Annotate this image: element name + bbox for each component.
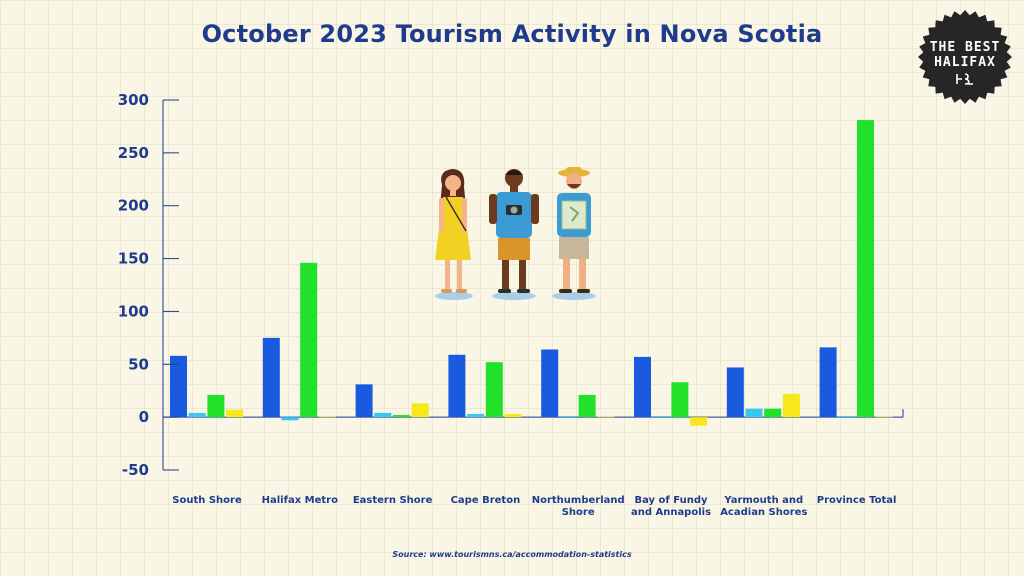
logo-badge[interactable]: THE BEST HALIFAX	[916, 8, 1014, 106]
bar	[634, 356, 651, 418]
source-note: Source: www.tourismns.ca/accommodation-s…	[392, 550, 632, 559]
bar	[578, 394, 596, 418]
logo-line-2: HALIFAX	[934, 55, 996, 70]
traveler-photographer-icon	[489, 169, 539, 300]
y-tick-label: 150	[118, 250, 149, 268]
bar	[207, 394, 225, 418]
bar	[411, 403, 429, 418]
logo-badge-shape	[918, 10, 1012, 104]
chart-y-ticks: -50 0 50 100 150 200 250 300	[118, 91, 179, 479]
x-category-label: Yarmouth and	[723, 495, 803, 506]
bar	[838, 416, 856, 418]
bar	[652, 416, 670, 418]
bar	[281, 417, 299, 421]
bar	[448, 354, 466, 418]
y-tick-label: 300	[118, 91, 149, 109]
bar	[300, 262, 318, 418]
bar	[188, 412, 206, 418]
x-category-label: Shore	[562, 507, 595, 518]
y-tick-label: 0	[139, 408, 149, 426]
bar	[485, 362, 503, 418]
bar	[745, 408, 763, 418]
traveler-map-icon	[552, 167, 596, 300]
bar	[393, 415, 410, 418]
bar	[262, 337, 280, 418]
logo-signature-icon	[916, 70, 1014, 91]
chart-title: October 2023 Tourism Activity in Nova Sc…	[201, 20, 823, 48]
logo-line-1: THE BEST	[929, 40, 1001, 55]
chart-x-labels: South Shore Halifax Metro Eastern Shore Cap…	[172, 495, 896, 518]
y-tick-label: -50	[122, 461, 149, 479]
bar	[597, 416, 615, 418]
y-tick-label: 50	[128, 355, 149, 373]
bar	[726, 367, 744, 418]
chart-bars	[170, 120, 893, 426]
bar	[857, 120, 874, 418]
traveler-woman-icon	[435, 169, 473, 300]
x-category-label: Northumberland	[532, 495, 625, 506]
bar	[318, 416, 336, 418]
bar	[355, 384, 373, 418]
x-category-label: Cape Breton	[451, 495, 521, 506]
x-category-label: and Annapolis	[631, 507, 711, 518]
x-category-label: Eastern Shore	[353, 495, 433, 506]
bar	[170, 355, 187, 418]
x-category-label: Province Total	[817, 495, 897, 506]
y-tick-label: 200	[118, 197, 149, 215]
x-category-label: Halifax Metro	[262, 495, 338, 506]
x-category-label: Acadian Shores	[720, 507, 807, 518]
bar	[226, 409, 244, 418]
bar	[671, 382, 689, 418]
bar	[819, 347, 837, 418]
x-category-label: Bay of Fundy	[634, 495, 707, 506]
y-tick-label: 100	[118, 302, 149, 320]
x-category-label: South Shore	[172, 495, 242, 506]
bar	[504, 413, 522, 418]
bar	[559, 416, 577, 418]
bar	[782, 393, 800, 418]
bar	[764, 408, 782, 418]
travelers-illustration	[435, 167, 596, 300]
bar	[541, 349, 559, 418]
bar	[467, 413, 485, 418]
bar	[374, 412, 392, 418]
y-tick-label: 250	[118, 144, 149, 162]
bar	[690, 417, 708, 426]
bar	[875, 416, 893, 418]
